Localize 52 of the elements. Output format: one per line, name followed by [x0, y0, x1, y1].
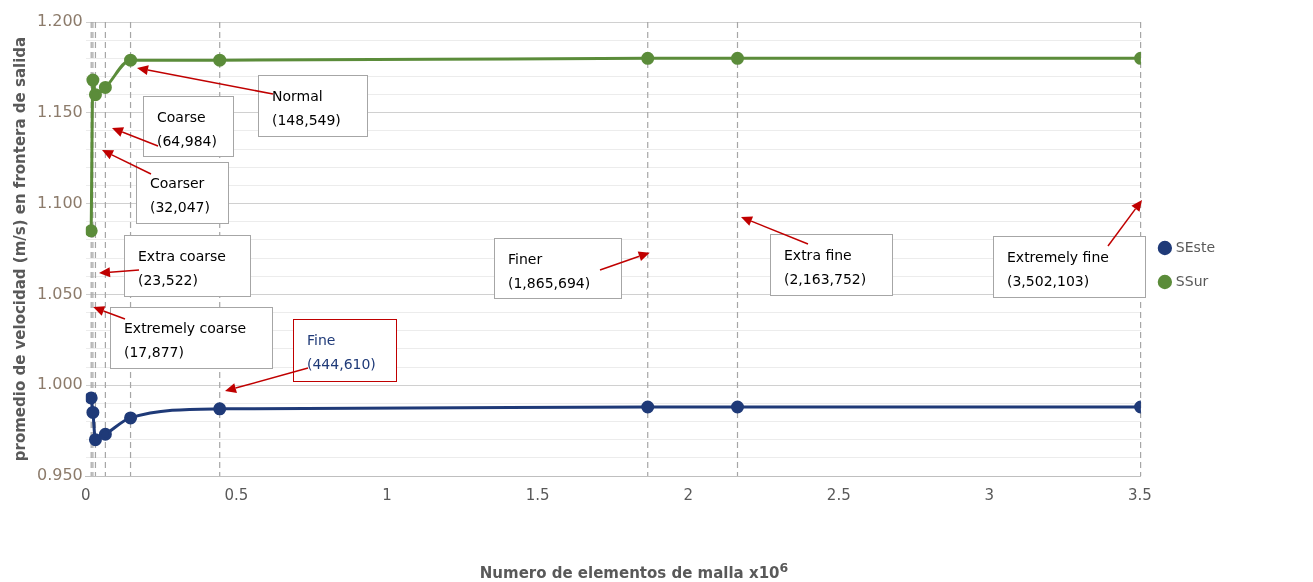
- x-tick-label: 3: [984, 485, 995, 504]
- text-box: Extra coarse (23,522): [124, 235, 251, 297]
- point: [124, 411, 138, 425]
- point: [88, 433, 102, 447]
- x-tick-label: 1: [382, 485, 392, 504]
- annotation: Extra coarse (23,522): [138, 247, 227, 290]
- point: [86, 405, 100, 419]
- annotation: Extra fine (2,163,752): [784, 246, 868, 289]
- annotation: Finer (1,865,694): [508, 250, 592, 293]
- point: [85, 391, 98, 405]
- annotation: Fine (444,610): [307, 331, 377, 374]
- text-box: Extra fine (2,163,752): [770, 234, 893, 296]
- annotation: Normal (148,549): [272, 87, 342, 130]
- y-tick-label: 1.200: [36, 11, 83, 31]
- x-tick-label: 0: [81, 485, 91, 504]
- annotation: Extremely coarse (17,877): [124, 319, 248, 362]
- x-tick-label: 2: [683, 485, 693, 504]
- x-tick-label: 0.5: [224, 485, 249, 504]
- annotation: Coarse (64,984): [157, 108, 218, 151]
- legend-label: SEste: [1175, 238, 1216, 255]
- point: [731, 400, 744, 414]
- text-box: Coarser (32,047): [136, 162, 229, 224]
- text-box: Extremely fine (3,502,103): [993, 236, 1146, 298]
- annotation: Coarser (32,047): [150, 174, 211, 217]
- y-axis-title: promedio de velocidad (m/s) en frontera de salida: [10, 36, 29, 462]
- y-tick-label: 1.000: [36, 374, 83, 394]
- y-tick-label: 1.100: [36, 192, 83, 212]
- annotation: Extremely fine (3,502,103): [1007, 248, 1110, 291]
- x-tick-label: 2.5: [826, 485, 851, 504]
- text-box: Fine (444,610): [293, 319, 397, 382]
- text-box: Normal (148,549): [258, 75, 368, 137]
- y-tick-label: 1.050: [36, 283, 83, 303]
- legend-label: SSur: [1175, 272, 1209, 289]
- y-tick-label: 0.950: [36, 465, 83, 485]
- point: [641, 51, 655, 65]
- text-box: Coarse (64,984): [143, 96, 234, 157]
- point: [85, 224, 98, 238]
- point: [124, 53, 138, 67]
- point: [213, 402, 227, 416]
- point: [86, 73, 100, 87]
- x-tick-label: 3.5: [1128, 485, 1152, 504]
- point: [98, 80, 112, 94]
- point: [213, 53, 227, 67]
- x-axis-title: Numero de elementos de malla x10$^{6}$: [478, 560, 790, 582]
- point: [641, 400, 655, 414]
- x-tick-label: 1.5: [525, 485, 550, 504]
- text-box: Finer (1,865,694): [494, 238, 622, 299]
- y-tick-label: 1.150: [36, 101, 83, 121]
- point: [98, 427, 112, 441]
- point: [88, 88, 102, 102]
- point: [731, 51, 744, 65]
- text-box: Extremely coarse (17,877): [110, 307, 273, 369]
